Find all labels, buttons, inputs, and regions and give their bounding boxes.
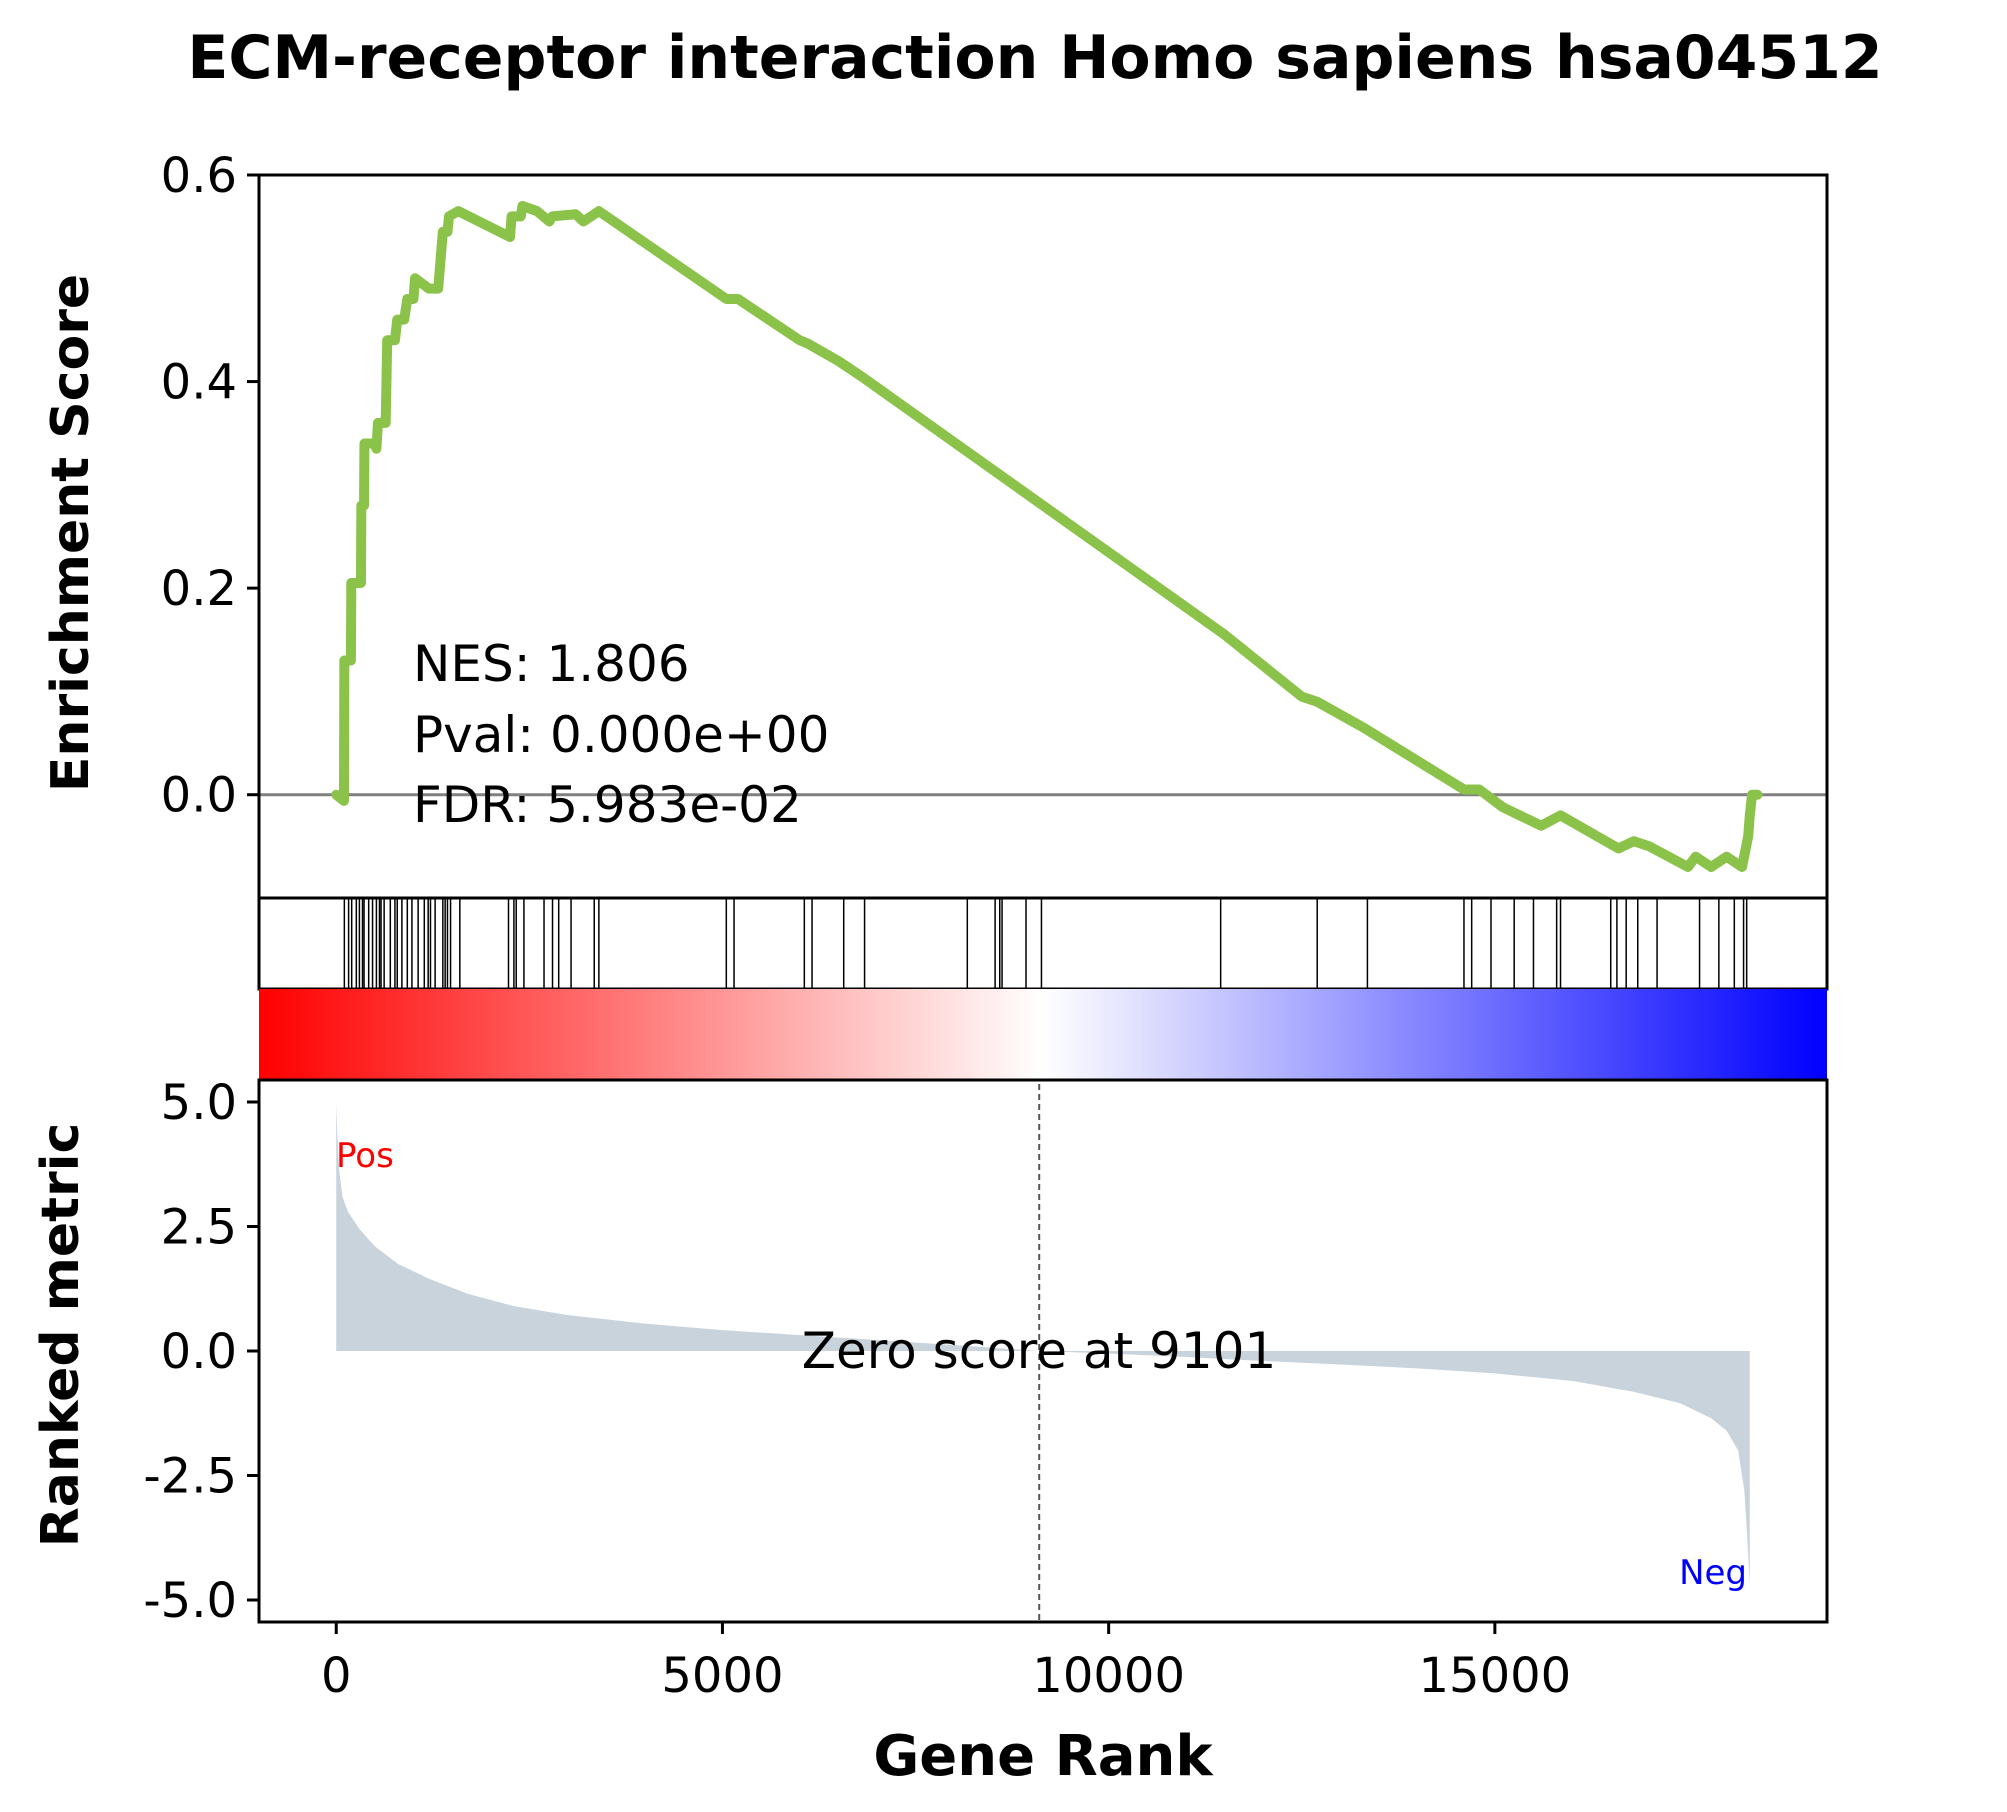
x-axis-label: Gene Rank (873, 1724, 1214, 1789)
x-tick-label: 15000 (1419, 1648, 1572, 1704)
rank-y-tick-label: 2.5 (161, 1200, 237, 1256)
ranked-metric-panel: Zero score at 9101 Pos Neg 5.0 2.5 0.0 -2.5… (31, 1075, 1829, 1629)
x-axis-ticks: 0 5000 10000 15000 (321, 1622, 1571, 1704)
neg-label: Neg (1679, 1553, 1747, 1593)
enrichment-score-line (331, 200, 1763, 873)
x-tick-label: 0 (321, 1648, 352, 1704)
hits-panel-frame (257, 896, 1829, 991)
es-y-tick-label: 0.6 (161, 148, 237, 204)
rank-gradient-bar (259, 989, 1827, 1080)
ranked-metric-area (336, 1102, 1750, 1586)
gene-hits-panel (257, 896, 1829, 991)
hit-lines (343, 898, 1748, 989)
enrichment-score-panel: 0.0 0.2 0.4 0.6 Enrichment Score NES: 1.806… (41, 148, 1829, 900)
nes-annotation: NES: 1.806 (413, 635, 690, 693)
rank-y-tick-label: 5.0 (161, 1075, 237, 1131)
es-y-tick-label: 0.2 (161, 561, 237, 617)
x-tick-label: 5000 (661, 1648, 783, 1704)
rank-panel-frame (257, 1078, 1829, 1624)
es-y-ticks: 0.0 0.2 0.4 0.6 (161, 148, 259, 824)
zero-score-label: Zero score at 9101 (802, 1322, 1277, 1380)
es-y-tick-label: 0.4 (161, 355, 237, 411)
rank-y-tick-label: -2.5 (143, 1449, 237, 1505)
chart-title: ECM-receptor interaction Homo sapiens hs… (187, 23, 1882, 93)
pos-label: Pos (336, 1136, 394, 1176)
es-y-tick-label: 0.0 (161, 768, 237, 824)
rank-y-tick-label: 0.0 (161, 1324, 237, 1380)
pval-annotation: Pval: 0.000e+00 (413, 706, 829, 764)
rank-y-ticks: 5.0 2.5 0.0 -2.5 -5.0 (143, 1075, 259, 1629)
es-y-axis-label: Enrichment Score (41, 274, 101, 792)
rank-y-axis-label: Ranked metric (31, 1123, 91, 1548)
fdr-annotation: FDR: 5.983e-02 (413, 776, 802, 834)
rank-y-tick-label: -5.0 (143, 1573, 237, 1629)
x-tick-label: 10000 (1032, 1648, 1185, 1704)
